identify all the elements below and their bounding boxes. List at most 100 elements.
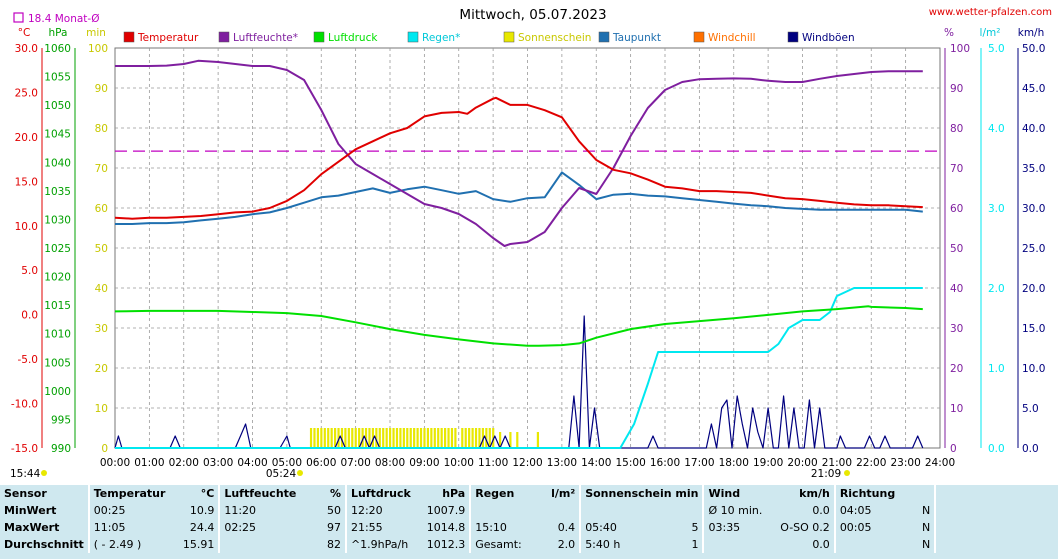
sunrise-label: 05:24 (266, 468, 297, 480)
series-temperatur (114, 96, 923, 220)
chart-title: Mittwoch, 05.07.2023 (459, 7, 606, 23)
wind-tick-label: 40.0 (1022, 123, 1045, 135)
stats-spacer (935, 536, 1058, 553)
stats-cell: 82 (300, 536, 347, 553)
stats-spacer (935, 519, 1058, 536)
row-label: MaxWert (0, 519, 90, 536)
humidity-tick-label: 0 (950, 443, 957, 455)
x-tick-label: 24:00 (925, 457, 955, 469)
legend-label: Windböen (802, 32, 855, 44)
legend-label: Sonnenschein (518, 32, 591, 44)
stats-cell: 15.91 (169, 536, 221, 553)
wind-tick-label: 0.0 (1022, 443, 1039, 455)
sunshine-bar (344, 428, 347, 448)
series-taupunkt (115, 171, 923, 225)
avg-marker-icon (13, 12, 24, 23)
sunshine-bar (509, 432, 512, 448)
legend-swatch (598, 31, 610, 43)
sunshine-bar (444, 428, 447, 448)
rain-unit: l/m² (980, 27, 1001, 39)
stats-spacer (935, 502, 1058, 519)
rain-tick-label: 2.0 (988, 283, 1005, 295)
sunshine-bar (488, 428, 491, 448)
legend-label: Luftfeuchte* (233, 32, 298, 44)
sunshine-bar (413, 428, 416, 448)
pressure-tick-label: 1045 (44, 129, 71, 141)
humidity-tick-label: 40 (950, 283, 963, 295)
stats-cell (835, 536, 894, 553)
sunshine-bar (375, 428, 378, 448)
legend-label: Taupunkt (612, 32, 661, 44)
sunshine-bar (423, 428, 426, 448)
stats-row-avg: Durchschnitt ( - 2.49 ) 15.91 82 ^1.9hPa… (0, 536, 1058, 553)
pressure-tick-label: 1015 (44, 300, 71, 312)
wind-tick-label: 20.0 (1022, 283, 1045, 295)
humidity-tick-label: 30 (950, 323, 963, 335)
stats-cell: N (893, 519, 937, 536)
stats-cell: 05:40 (585, 521, 617, 534)
stats-cell: 1014.8 (414, 519, 472, 536)
sun-tick-label: 60 (95, 203, 108, 215)
sunshine-bar (337, 428, 340, 448)
x-tick-label: 05:00 (272, 457, 302, 469)
sunshine-bar (416, 428, 419, 448)
temp-tick-label: 25.0 (15, 87, 38, 99)
pressure-unit: hPa (49, 27, 68, 39)
stats-cell: 50 (300, 502, 347, 519)
sunshine-bar (426, 428, 430, 448)
header-wind-unit: km/h (776, 485, 836, 502)
pressure-tick-label: 1020 (44, 272, 71, 284)
stats-cell: 5 (653, 519, 705, 536)
humidity-tick-label: 70 (950, 163, 963, 175)
pressure-tick-label: 995 (51, 414, 71, 426)
chart-series (114, 59, 940, 449)
weather-chart: Mittwoch, 05.07.2023 www.wetter-pfalzen.… (0, 0, 1058, 485)
stats-cell: 0.0 (776, 502, 836, 519)
sunshine-bar (478, 428, 481, 448)
stats-cell: 00:25 (93, 504, 126, 517)
sun-tick-label: 90 (95, 83, 108, 95)
sun-tick-label: 100 (88, 43, 108, 55)
stats-cell: 97 (300, 519, 347, 536)
sunshine-bar (385, 428, 388, 448)
stats-cell: 02:25 (224, 521, 257, 534)
pressure-tick-label: 1050 (44, 100, 71, 112)
x-tick-label: 06:00 (306, 457, 336, 469)
pressure-tick-label: 1005 (44, 357, 71, 369)
wind-tick-label: 50.0 (1022, 43, 1045, 55)
sunshine-bar (536, 432, 540, 448)
sun-tick-label: 20 (95, 363, 108, 375)
temp-tick-label: 5.0 (21, 265, 38, 277)
x-tick-label: 14:00 (581, 457, 611, 469)
stats-cell: 11:20 (224, 504, 257, 517)
sunshine-bar (468, 428, 471, 448)
sun-tick-label: 0 (101, 443, 108, 455)
sunshine-bar (454, 428, 457, 448)
pressure-tick-label: 1040 (44, 157, 71, 169)
header-wind: Wind (708, 487, 741, 500)
chart-grid (114, 47, 941, 449)
sunset-label: 21:09 (811, 468, 841, 480)
sunshine-bar (323, 428, 326, 448)
sunshine-bar (382, 428, 385, 448)
chart-background (0, 0, 1058, 485)
sunshine-bar (340, 428, 344, 448)
site-link[interactable]: www.wetter-pfalzen.com (929, 7, 1052, 18)
x-tick-label: 20:00 (787, 457, 817, 469)
stats-cell: 04:05 (839, 504, 872, 517)
row-label: Durchschnitt (0, 536, 90, 553)
sunshine-bar (419, 428, 423, 448)
sunshine-bar (347, 428, 350, 448)
legend-label: Windchill (708, 32, 756, 44)
chart-legend: Temperatur Luftfeuchte* Luftdruck Regen* Son… (123, 31, 855, 44)
stats-cell: 5:40 h (585, 538, 621, 551)
legend-swatch (407, 31, 419, 43)
stats-cell: 1012.3 (414, 536, 472, 553)
header-sonnenschein: Sonnenschein min (580, 485, 705, 502)
sunshine-bar (364, 428, 368, 448)
chart-axes: 30.0 25.0 20.0 15.0 10.0 5.0 0.0 -5.0 -10.0 -15.0… (11, 43, 1046, 455)
legend-swatch (503, 31, 515, 43)
wind-tick-label: 15.0 (1022, 323, 1045, 335)
wind-tick-label: 45.0 (1022, 83, 1045, 95)
x-tick-label: 15:00 (615, 457, 645, 469)
